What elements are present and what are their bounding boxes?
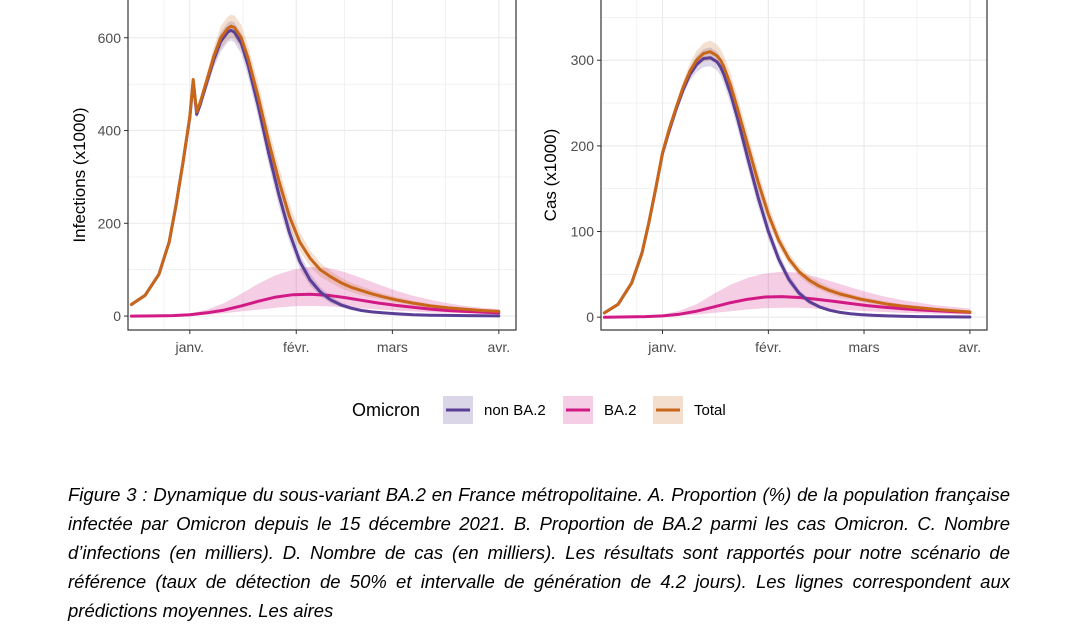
ribbon-total	[131, 14, 499, 312]
y-tick-label: 400	[98, 123, 122, 139]
x-tick-label: févr.	[283, 339, 309, 355]
y-tick-label: 0	[586, 309, 594, 325]
figure-3-charts: 0 200 400 600 janv. févr. mars avr. Infections (…	[70, 0, 988, 424]
line-total	[602, 50, 972, 315]
plot-area	[602, 40, 972, 319]
line-ba-2	[602, 295, 972, 319]
x-tick-label: avr.	[488, 339, 511, 355]
y-tick-label: 200	[571, 138, 595, 154]
y-axis-title: Cas (x1000)	[541, 129, 560, 222]
panel-border	[600, 0, 988, 331]
panel-border	[127, 0, 517, 331]
legend-label: BA.2	[604, 402, 637, 419]
legend: Omicron non BA.2 BA.2 Total	[352, 396, 726, 424]
panel-d-cases-chart: 0 100 200 300 janv. févr. mars avr. Cas (x1000)	[541, 0, 988, 355]
panel-c-infections-chart: 0 200 400 600 janv. févr. mars avr. Infections (…	[70, 0, 517, 355]
line-ba-2	[129, 292, 501, 318]
legend-item: Total	[653, 396, 726, 424]
x-tick-label: janv.	[647, 339, 677, 355]
legend-label: non BA.2	[484, 402, 546, 419]
y-tick-label: 0	[113, 308, 121, 324]
legend-item: BA.2	[563, 396, 637, 424]
line-non-ba-2	[602, 56, 972, 319]
legend-label: Total	[694, 402, 726, 419]
ribbon-ba-2	[131, 266, 499, 317]
x-tick-label: mars	[848, 339, 879, 355]
legend-item: non BA.2	[443, 396, 546, 424]
y-tick-label: 100	[571, 224, 595, 240]
x-tick-label: janv.	[175, 339, 205, 355]
figure-caption: Figure 3 : Dynamique du sous-variant BA.…	[68, 484, 1010, 621]
x-tick-label: févr.	[755, 339, 781, 355]
y-tick-label: 200	[98, 215, 122, 231]
y-axis-title: Infections (x1000)	[70, 107, 89, 242]
line-total	[129, 24, 501, 313]
y-tick-label: 300	[571, 52, 595, 68]
legend-title: Omicron	[352, 400, 420, 420]
plot-area	[129, 14, 501, 318]
x-tick-label: avr.	[959, 339, 982, 355]
y-tick-label: 600	[98, 30, 122, 46]
x-tick-label: mars	[377, 339, 408, 355]
